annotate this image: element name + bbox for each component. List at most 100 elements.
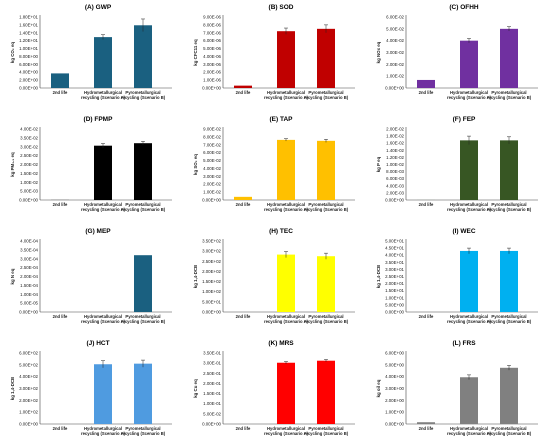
bar [134, 255, 152, 312]
x-category-label: Hydrometallurgical recycling (Scenario A) [264, 202, 309, 212]
bar [500, 250, 518, 312]
bar [277, 31, 295, 88]
y-tick-label: 4.00E-02 [203, 166, 221, 171]
chart-panel: (C) OFHH kg NOx eq 0.00E+00 1.00E-02 2.00E-0… [366, 0, 549, 112]
y-tick-label: 0.00E+00 [202, 198, 221, 203]
y-tick-label: 2.00E+00 [19, 78, 38, 83]
bar [500, 367, 518, 424]
bar [134, 143, 152, 200]
bar [94, 364, 112, 424]
chart-title: (E) TAP [270, 116, 294, 123]
x-category-label: 2nd life [236, 426, 251, 431]
chart-panel: (G) MEP kg N eq 0.00E+00 5.00E-05 1.00E-04 1.… [0, 224, 183, 336]
x-category-label: 2nd life [236, 90, 251, 95]
bar [134, 25, 152, 88]
chart-panel: (B) SOD kg CFC11 eq 0.00E+00 1.00E-06 2.00E-… [183, 0, 366, 112]
y-tick-label: 6.00E-02 [203, 150, 221, 155]
bar [317, 360, 335, 424]
x-category-label: Pyrometallurgical recycling (Scenario B) [304, 90, 349, 100]
bar [417, 79, 435, 88]
y-axis-label: kg N eq [10, 268, 15, 284]
y-tick-label: 1.40E+01 [19, 30, 38, 35]
x-category-label: 2nd life [419, 202, 434, 207]
x-category-label: Pyrometallurgical recycling (Scenario B) [304, 202, 349, 212]
y-tick-label: 6.00E+00 [19, 62, 38, 67]
y-tick-label: 1.60E-02 [386, 141, 404, 146]
y-tick-label: 3.00E-02 [386, 50, 404, 55]
y-tick-label: 2.00E-04 [20, 274, 38, 279]
chart-svg: (F) FEP kg P eq 0.00E+00 2.00E-03 4.00E-03 6.… [376, 116, 538, 212]
bar [460, 377, 478, 424]
y-tick-label: 6.00E-03 [386, 176, 404, 181]
chart-title: (H) TEC [269, 228, 293, 235]
y-tick-label: 7.00E-02 [203, 142, 221, 147]
chart-svg: (D) FPMP kg PM₂.₅ eq 0.00E+00 5.00E-03 1.00E… [10, 116, 172, 212]
y-tick-label: 5.00E-05 [20, 301, 38, 306]
y-tick-label: 2.00E+00 [385, 398, 404, 403]
chart-panel: (I) WEC kg 1,4-DCB 0.00E+00 5.00E+00 1.00E+0… [366, 224, 549, 336]
y-tick-label: 1.40E-02 [386, 148, 404, 153]
x-category-label: Hydrometallurgical recycling (Scenario A) [447, 314, 492, 324]
y-tick-label: 2.00E-02 [386, 62, 404, 67]
y-tick-label: 5.00E-03 [20, 189, 38, 194]
chart-title: (A) GWP [85, 4, 112, 11]
x-category-label: Pyrometallurgical recycling (Scenario B) [121, 90, 166, 100]
y-tick-label: 0.00E+00 [202, 422, 221, 427]
y-tick-label: 1.50E-01 [203, 391, 221, 396]
y-tick-label: 5.00E+00 [385, 362, 404, 367]
x-category-label: 2nd life [419, 426, 434, 431]
y-axis-label: kg PM₂.₅ eq [10, 152, 15, 177]
chart-title: (D) FPMP [84, 116, 114, 123]
y-tick-label: 1.00E-04 [20, 292, 38, 297]
chart-title: (I) WEC [452, 228, 475, 235]
y-tick-label: 1.80E+01 [19, 15, 38, 20]
y-axis-label: kg P eq [376, 156, 381, 172]
y-tick-label: 5.00E-02 [203, 158, 221, 163]
y-tick-label: 3.00E-02 [20, 144, 38, 149]
y-tick-label: 2.50E-01 [203, 371, 221, 376]
bar [500, 28, 518, 88]
y-tick-label: 6.00E+00 [385, 351, 404, 356]
y-tick-label: 2.00E-02 [203, 182, 221, 187]
y-tick-label: 9.00E-06 [203, 15, 221, 20]
y-tick-label: 1.50E-04 [20, 283, 38, 288]
bar [94, 145, 112, 200]
bar [277, 362, 295, 424]
chart-panel: (J) HCT kg 1,4-DCB 0.00E+00 1.00E+02 2.00E+0… [0, 336, 183, 448]
x-category-label: Hydrometallurgical recycling (Scenario A) [264, 426, 309, 436]
bar [234, 85, 252, 88]
chart-svg: (L) FRS kg oil eq 0.00E+00 1.00E+00 2.00E+00… [376, 340, 538, 436]
x-category-label: Hydrometallurgical recycling (Scenario A) [447, 202, 492, 212]
x-category-label: Pyrometallurgical recycling (Scenario B) [487, 314, 532, 324]
y-tick-label: 0.00E+00 [385, 86, 404, 91]
x-category-label: Pyrometallurgical recycling (Scenario B) [304, 314, 349, 324]
chart-panel: (L) FRS kg oil eq 0.00E+00 1.00E+00 2.00E+00… [366, 336, 549, 448]
y-tick-label: 2.00E-02 [386, 127, 404, 132]
y-tick-label: 1.00E+01 [19, 46, 38, 51]
chart-title: (G) MEP [85, 228, 111, 235]
y-tick-label: 5.00E+01 [202, 299, 221, 304]
x-category-label: 2nd life [53, 314, 68, 319]
chart-panel: (D) FPMP kg PM₂.₅ eq 0.00E+00 5.00E-03 1.00E… [0, 112, 183, 224]
y-tick-label: 4.00E+01 [385, 253, 404, 258]
y-tick-label: 8.00E-02 [203, 134, 221, 139]
y-tick-label: 8.00E-03 [386, 169, 404, 174]
x-category-label: Hydrometallurgical recycling (Scenario A) [447, 90, 492, 100]
bar [51, 73, 69, 88]
y-tick-label: 0.00E+00 [385, 198, 404, 203]
bar [277, 254, 295, 312]
y-axis-label: kg CO₂ eq [10, 42, 15, 64]
x-category-label: Pyrometallurgical recycling (Scenario B) [121, 426, 166, 436]
y-axis-label: kg oil eq [376, 379, 381, 397]
y-tick-label: 6.00E-02 [386, 15, 404, 20]
y-tick-label: 2.00E-02 [20, 162, 38, 167]
y-tick-label: 5.00E+02 [19, 362, 38, 367]
x-category-label: Pyrometallurgical recycling (Scenario B) [487, 90, 532, 100]
y-tick-label: 0.00E+00 [19, 422, 38, 427]
chart-title: (J) HCT [86, 340, 109, 347]
chart-svg: (K) MRS kg Cu eq 0.00E+00 5.00E-02 1.00E-01 1… [193, 340, 355, 436]
y-tick-label: 2.00E+02 [202, 269, 221, 274]
bar [134, 363, 152, 424]
chart-panel: (K) MRS kg Cu eq 0.00E+00 5.00E-02 1.00E-01 1… [183, 336, 366, 448]
y-tick-label: 3.00E+01 [385, 267, 404, 272]
